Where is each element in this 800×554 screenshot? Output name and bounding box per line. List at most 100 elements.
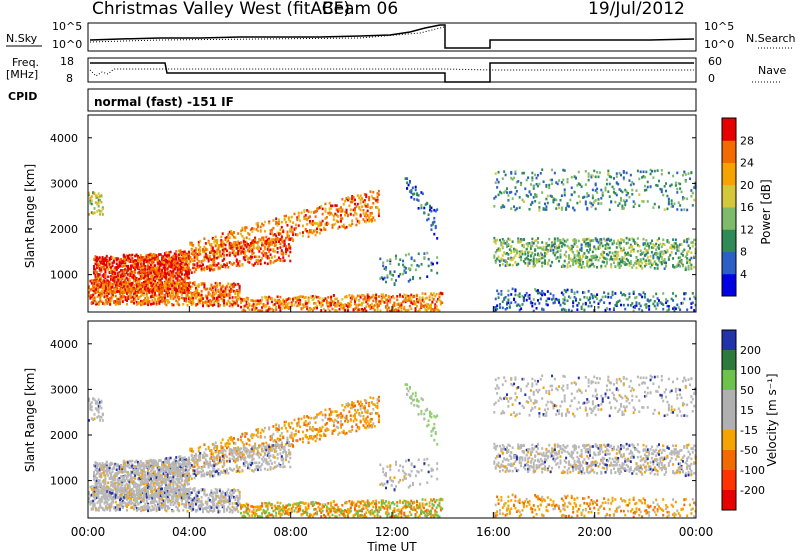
power-cell [183, 269, 186, 272]
power-cell [169, 260, 172, 264]
power-cell [365, 220, 368, 224]
power-cell [392, 303, 395, 307]
power-cell [100, 258, 103, 261]
power-cell [192, 302, 195, 305]
power-cell [278, 240, 281, 243]
power-cell [173, 258, 176, 261]
power-cell [89, 279, 92, 283]
power-cell [521, 294, 524, 298]
power-cell [660, 172, 663, 176]
power-cell [230, 247, 233, 250]
power-cell [266, 302, 269, 305]
power-cell [399, 293, 402, 297]
power-cell [416, 264, 419, 267]
power-cell [238, 241, 241, 245]
power-cell [655, 251, 658, 255]
power-cell [227, 233, 230, 236]
power-cell [179, 290, 182, 293]
power-cell [368, 304, 371, 308]
power-cell [132, 274, 135, 278]
power-cell [622, 293, 625, 296]
power-cell [441, 301, 444, 305]
power-cell [117, 272, 120, 275]
power-cell [203, 301, 206, 304]
power-cell [321, 300, 324, 303]
power-cell [220, 288, 223, 291]
power-cell [532, 257, 535, 261]
power-cell [652, 246, 655, 250]
power-cell [318, 301, 321, 305]
power-cell [261, 257, 264, 260]
power-cell [645, 259, 648, 262]
power-cell [114, 266, 117, 269]
power-cell [425, 296, 428, 300]
power-cell [325, 299, 328, 303]
power-cell [501, 300, 504, 303]
power-cell [131, 257, 134, 260]
power-cell [532, 264, 535, 268]
power-cell [292, 221, 295, 225]
power-cell [119, 291, 122, 295]
power-cell [614, 250, 617, 254]
power-cell [686, 251, 689, 255]
power-cell [179, 249, 182, 252]
power-cell [525, 291, 528, 295]
power-cell [270, 256, 273, 259]
power-cell [676, 249, 679, 252]
power-cell [92, 212, 95, 215]
power-cell [124, 282, 127, 286]
power-cell [358, 303, 361, 307]
power-cell [95, 271, 98, 274]
power-cell [255, 258, 258, 262]
power-cell [245, 226, 248, 229]
power-cell [106, 294, 109, 298]
power-cell [125, 264, 128, 268]
power-cell [318, 231, 321, 235]
power-cell [223, 253, 226, 257]
power-cell [235, 289, 238, 292]
power-cell [258, 299, 261, 303]
power-cell [577, 258, 580, 262]
power-cell [192, 253, 195, 256]
power-cell [517, 239, 520, 242]
power-cell [101, 262, 104, 265]
power-cell [165, 251, 168, 254]
power-cell [141, 263, 144, 266]
power-cell [266, 262, 269, 266]
power-cell [235, 241, 238, 244]
power-cell [573, 208, 576, 212]
power-cell [297, 296, 300, 300]
power-cell [387, 294, 390, 298]
power-cell [178, 285, 181, 288]
power-cell [251, 255, 254, 259]
power-cell [392, 308, 395, 312]
power-cell [397, 306, 400, 310]
power-cell [506, 260, 509, 264]
power-cell [217, 262, 220, 265]
power-cell [122, 253, 125, 257]
power-cell [363, 307, 366, 310]
power-cell [507, 257, 510, 260]
power-cell [563, 302, 566, 306]
power-cell [247, 306, 250, 310]
power-cell [178, 263, 181, 266]
power-cell [586, 206, 589, 210]
power-cell [285, 300, 288, 303]
power-cell [515, 249, 518, 252]
power-cell [535, 258, 538, 261]
power-cell [346, 198, 349, 202]
power-cell [498, 190, 501, 194]
power-cell [310, 307, 313, 311]
power-cell [351, 294, 354, 297]
power-cell [179, 259, 182, 263]
power-cell [162, 257, 165, 261]
power-cell [320, 228, 323, 232]
power-cell [278, 300, 281, 304]
power-cell [121, 275, 124, 279]
power-cell [596, 265, 599, 269]
power-cell [164, 302, 167, 305]
power-cell [133, 289, 136, 293]
power-cell [156, 275, 159, 278]
power-cell [634, 261, 637, 265]
power-cell [276, 247, 279, 250]
